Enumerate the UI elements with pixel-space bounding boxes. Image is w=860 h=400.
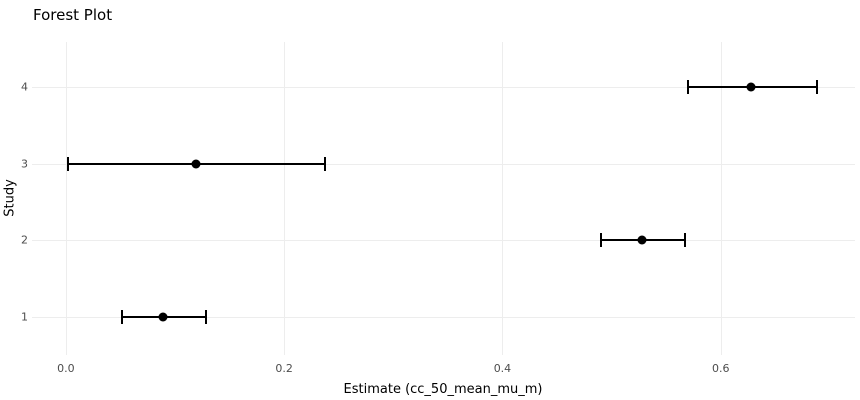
x-gridline — [65, 42, 67, 355]
x-axis-title: Estimate (cc_50_mean_mu_m) — [343, 382, 543, 397]
y-tick-label: 3 — [21, 157, 28, 171]
y-tick-label: 4 — [21, 80, 28, 94]
y-gridline — [32, 86, 855, 88]
y-gridline — [32, 240, 855, 242]
x-tick-label: 0.2 — [275, 362, 293, 375]
estimate-point — [191, 159, 201, 169]
error-bar-cap-low — [686, 79, 689, 94]
error-bar-cap-high — [323, 156, 326, 171]
error-bar-cap-high — [204, 309, 207, 324]
estimate-point — [637, 235, 647, 245]
y-axis-title: Study — [2, 179, 18, 217]
x-tick-label: 0.4 — [493, 362, 512, 375]
y-tick-label: 1 — [21, 310, 28, 324]
x-tick-label: 0.0 — [57, 362, 75, 375]
y-gridline — [32, 316, 855, 318]
error-bar-cap-high — [683, 233, 686, 248]
y-tick-label: 2 — [21, 233, 28, 247]
chart-title: Forest Plot — [33, 6, 113, 24]
estimate-point — [746, 82, 756, 92]
error-bar-cap-high — [815, 79, 818, 94]
x-tick-label: 0.6 — [711, 362, 730, 375]
error-bar-cap-low — [67, 156, 70, 171]
error-bar-cap-low — [120, 309, 123, 324]
x-gridline — [502, 42, 504, 355]
plot-panel — [32, 42, 855, 355]
error-bar-cap-low — [599, 233, 602, 248]
x-gridline — [284, 42, 286, 355]
estimate-point — [158, 312, 168, 322]
y-gridline — [32, 163, 855, 165]
x-gridline — [720, 42, 722, 355]
